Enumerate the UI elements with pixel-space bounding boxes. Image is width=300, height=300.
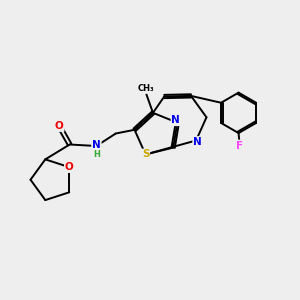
Text: O: O [65,162,74,172]
Text: N: N [172,115,180,125]
Text: CH₃: CH₃ [138,84,155,93]
Text: N: N [193,137,202,147]
Text: S: S [142,149,149,160]
Text: F: F [236,140,243,151]
Text: H: H [94,150,100,159]
Text: O: O [55,121,64,131]
Text: N: N [92,140,101,150]
